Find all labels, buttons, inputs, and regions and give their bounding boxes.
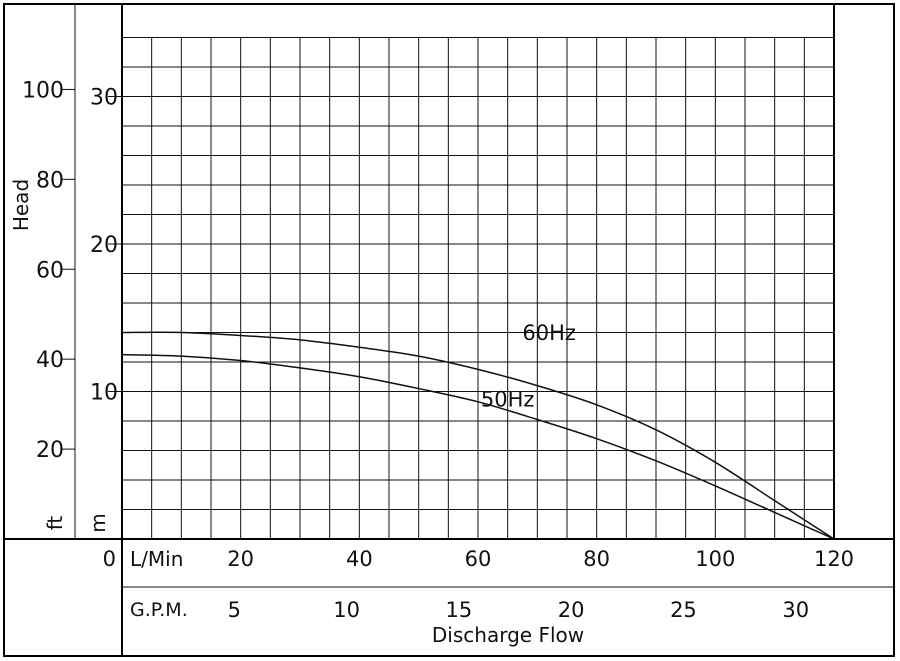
m-unit-label: m [86,513,110,532]
x-unit-lpm-label: L/Min [130,547,183,571]
gpm-tick-label: 25 [670,598,697,622]
gpm-tick-label: 30 [782,598,809,622]
y-axis-title: Head [9,179,33,231]
ft-tick-label: 20 [36,438,64,463]
series: 60Hz 50Hz [121,321,835,540]
x-tick-label: 120 [814,547,854,571]
series-curve-50hz [121,353,835,540]
x-axis-gpm: 5 10 15 20 25 30 [228,598,809,622]
ft-tick-label: 80 [36,168,64,193]
m-tick-label: 10 [90,381,118,406]
gpm-tick-label: 10 [333,598,360,622]
x-tick-label: 80 [583,547,610,571]
x-tick-label: 20 [227,547,254,571]
series-label: 50Hz [481,387,535,411]
x-axis-lpm: 0 20 40 60 80 100 120 [103,547,854,571]
ft-axis: 20 40 60 80 100 [22,78,75,463]
ft-tick-label: 100 [22,78,64,103]
x-tick-label: 100 [695,547,735,571]
x-axis-title: Discharge Flow [432,623,584,647]
series-label: 60Hz [522,321,576,345]
gpm-tick-label: 15 [445,598,472,622]
gpm-tick-label: 20 [558,598,585,622]
x-tick-label: 60 [465,547,492,571]
ft-tick-label: 60 [36,258,64,283]
m-axis: 10 20 30 [90,86,122,406]
x-unit-gpm-label: G.P.M. [130,599,188,621]
x-tick-label: 0 [103,547,116,571]
ft-tick-label: 40 [36,348,64,373]
outer-border [3,3,895,657]
ft-unit-label: ft [43,516,67,531]
series-curve-60hz [121,331,835,540]
gpm-tick-label: 5 [228,598,241,622]
m-tick-label: 30 [90,86,118,111]
grid [122,37,834,539]
chart-frame [3,3,895,657]
m-tick-label: 20 [90,233,118,258]
x-tick-label: 40 [346,547,373,571]
